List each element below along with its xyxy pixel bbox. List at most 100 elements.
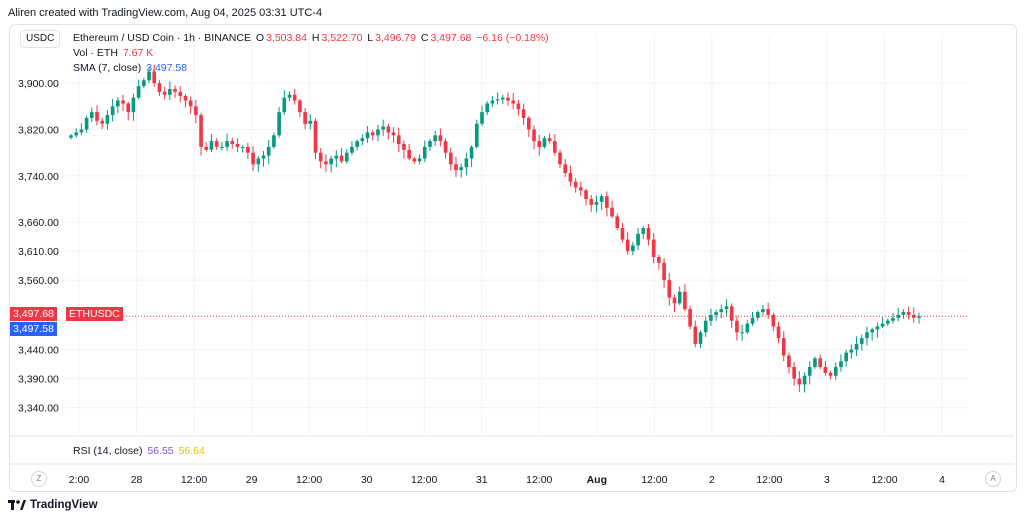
candle-body (433, 135, 437, 142)
candle-body (173, 88, 177, 92)
candle-body (683, 291, 687, 310)
candle-body (735, 320, 739, 333)
candle-body (709, 314, 713, 321)
sma-price-tag: 3,497.58 (10, 322, 57, 336)
candle-body (724, 306, 729, 310)
candle-body (121, 100, 125, 104)
candle-body (147, 71, 151, 81)
candle-body (870, 329, 874, 333)
tradingview-logo[interactable]: TradingView (8, 499, 98, 511)
candle-body (194, 106, 198, 116)
candle-body (771, 314, 776, 327)
candle-body (579, 187, 583, 191)
candle-body (454, 164, 458, 171)
x-tick-label: 12:00 (181, 474, 207, 486)
candle-body (344, 152, 349, 162)
candle-body (490, 100, 495, 104)
rsi-legend: RSI (14, close) 56.55 56.64 (73, 445, 207, 457)
candle-body (100, 120, 105, 124)
candle-body (339, 155, 344, 162)
candle-body (625, 239, 630, 252)
candle-body (917, 316, 921, 318)
candle-body (558, 152, 562, 165)
candle-body (506, 97, 510, 101)
candle-body (277, 112, 281, 136)
open-label: O (255, 32, 265, 44)
x-tick-label: 12:00 (756, 474, 782, 486)
y-tick-label: 3,820.00 (18, 125, 59, 137)
candle-body (818, 358, 822, 368)
candle-body (95, 112, 99, 121)
candle-body (396, 135, 401, 145)
candle-body (662, 262, 666, 281)
candle-body (350, 146, 354, 153)
candle-body (246, 146, 250, 153)
candle-body (553, 141, 557, 153)
candle-body (761, 309, 765, 313)
symbol-title[interactable]: Ethereum / USD Coin · 1h · BINANCE (73, 32, 251, 44)
candle-body (214, 141, 219, 147)
candle-body (620, 228, 625, 240)
y-tick-label: 3,610.00 (18, 246, 59, 258)
candle-body (292, 94, 297, 101)
volume-legend: Vol · ETH 7.67 K (73, 47, 155, 59)
candle-body (631, 245, 635, 252)
candle-body (116, 100, 120, 107)
y-tick-label: 3,440.00 (18, 345, 59, 357)
attribution-text: Aliren created with TradingView.com, Aug… (8, 7, 323, 19)
auto-scale-button[interactable]: A (985, 471, 1001, 487)
candle-body (355, 141, 359, 147)
candle-body (839, 361, 843, 368)
x-tick-label: 12:00 (526, 474, 552, 486)
candle-body (303, 112, 307, 124)
candle-body (402, 144, 406, 150)
rsi-ma-value: 56.64 (178, 445, 205, 457)
candle-body (896, 314, 901, 318)
y-tick-label: 3,900.00 (18, 78, 59, 90)
candle-body (750, 317, 755, 324)
x-tick-label: 2 (709, 474, 715, 486)
candle-body (370, 132, 375, 136)
x-tick-label: 3 (824, 474, 830, 486)
brand-name: TradingView (30, 499, 98, 511)
candle-body (865, 332, 869, 339)
candle-body (485, 103, 490, 113)
candle-body (537, 141, 542, 147)
candle-body (386, 126, 391, 133)
candle-body (532, 129, 536, 142)
timezone-button[interactable]: Z (31, 471, 47, 487)
candle-body (74, 132, 79, 136)
candle-body (225, 141, 229, 147)
candle-body (584, 190, 588, 200)
candle-body (209, 141, 214, 150)
candle-body (740, 332, 744, 334)
sma-label[interactable]: SMA (7, close) (73, 62, 142, 74)
candle-body (84, 117, 89, 130)
candle-body (391, 132, 396, 136)
candle-body (136, 86, 141, 98)
x-tick-label: 4 (939, 474, 945, 486)
candle-body (875, 326, 880, 330)
y-tick-label: 3,740.00 (18, 171, 59, 183)
candle-body (605, 196, 609, 208)
sma-legend: SMA (7, close) 3,497.58 (73, 62, 189, 74)
candle-body (787, 355, 791, 368)
candle-body (469, 146, 474, 159)
candle-body (89, 112, 94, 118)
candle-body (781, 338, 786, 356)
symbol-tag: ETHUSDC (66, 307, 123, 321)
candle-body (521, 109, 526, 118)
candle-body (828, 372, 833, 376)
candle-body (859, 338, 864, 344)
candle-body (142, 80, 146, 87)
candle-body (324, 161, 328, 165)
currency-selector[interactable]: USDC (20, 30, 61, 48)
candle-body (599, 196, 604, 202)
x-tick-label: 2:00 (69, 474, 90, 486)
candle-body (755, 312, 760, 318)
rsi-label[interactable]: RSI (14, close) (73, 445, 143, 457)
volume-label[interactable]: Vol · ETH (73, 47, 118, 59)
x-tick-label: 31 (476, 474, 488, 486)
candle-body (334, 155, 339, 159)
